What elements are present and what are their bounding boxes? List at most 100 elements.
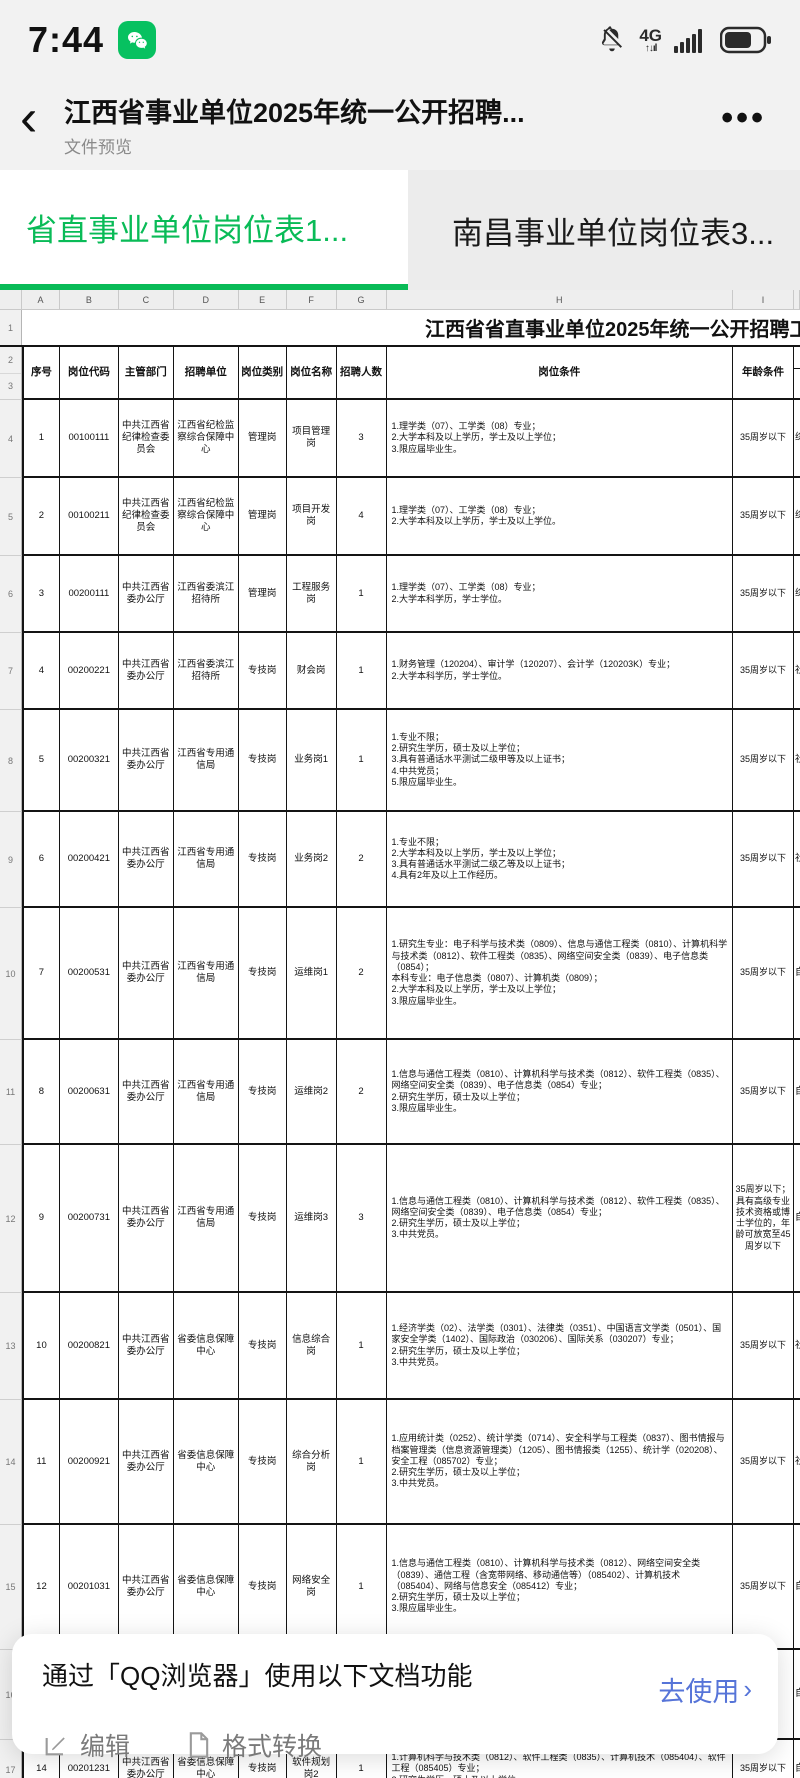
document-icon [186,1731,212,1759]
cell-age: 35周岁以下 [733,1293,794,1400]
row-number[interactable]: 9 [0,812,22,908]
cell-count: 2 [336,812,387,908]
row-number[interactable]: 8 [0,710,22,812]
cell-seq: 10 [21,1293,60,1400]
cell-unit: 省委信息保障中心 [173,1525,239,1650]
row-number[interactable]: 10 [0,908,22,1040]
col-letter[interactable]: E [239,290,287,309]
wechat-icon [118,21,157,59]
cell-dept: 中共江西省委办公厅 [118,556,174,633]
sheet-rows: 4 1 00100111 中共江西省纪律检查委员会 江西省纪检监察综合保障中心 … [0,400,800,1778]
cell-extra: 综 [793,556,800,633]
cell-conditions: 1.理学类（07）、工学类（08）专业； 2.大学本科及以上学历，学士及以上学位… [386,400,734,478]
cell-count: 3 [336,1145,387,1293]
header-name: 岗位名称 [286,347,337,400]
cell-unit: 江西省委滨江招待所 [173,556,239,633]
row-number[interactable]: 11 [0,1040,22,1145]
col-letter[interactable]: A [22,290,60,309]
cell-seq: 5 [21,710,60,812]
edit-button[interactable]: 编辑 [42,1727,130,1763]
more-menu-icon[interactable]: ••• [721,98,766,137]
col-letter[interactable]: I [733,290,794,309]
cell-conditions: 1.信息与通信工程类（0810）、计算机科学与技术类（0812）、软件工程类（0… [386,1145,734,1293]
row-number[interactable]: 17 [0,1740,22,1778]
format-convert-button[interactable]: 格式转换 [186,1727,322,1763]
cell-count: 2 [336,908,387,1040]
cell-count: 1 [336,1400,387,1525]
table-row: 9 6 00200421 中共江西省委办公厅 江西省专用通信局 专技岗 业务岗2… [0,812,800,908]
cell-category: 专技岗 [238,1145,287,1293]
row-number[interactable]: 4 [0,400,22,478]
cell-dept: 中共江西省委办公厅 [118,1293,174,1400]
cell-position-name: 运维岗3 [286,1145,337,1293]
row-number[interactable]: 2 3 [0,347,22,400]
cell-seq: 8 [21,1040,60,1145]
col-letter[interactable]: D [174,290,239,309]
back-icon[interactable]: ‹ [20,89,38,148]
cell-count: 1 [336,710,387,812]
tab-sheet-2[interactable]: 南昌事业单位岗位表3... [408,170,800,290]
col-letter[interactable]: F [287,290,337,309]
battery-icon [720,26,772,54]
cell-position-name: 业务岗2 [286,812,337,908]
cell-position-name: 业务岗1 [286,710,337,812]
row-number[interactable]: 6 [0,556,22,633]
table-header-row: 2 3 序号 岗位代码 主管部门 招聘单位 岗位类别 岗位名称 招聘人数 岗位条… [0,345,800,400]
cell-code: 00100211 [59,478,119,556]
col-letter[interactable]: C [119,290,174,309]
row-number[interactable]: 13 [0,1293,22,1400]
cell-age: 35周岁以下 [733,1040,794,1145]
col-letter[interactable]: B [60,290,119,309]
header-extra [793,347,800,400]
cell-extra: 自 [793,908,800,1040]
row-number[interactable]: 1 [0,310,22,345]
cell-unit: 江西省专用通信局 [173,1145,239,1293]
cell-conditions: 1.信息与通信工程类（0810）、计算机科学与技术类（0812）、网络空间安全类… [386,1525,734,1650]
cell-code: 00201231 [60,1740,119,1778]
row-number[interactable]: 5 [0,478,22,556]
cell-position-name: 信息综合岗 [286,1293,337,1400]
cell-dept: 中共江西省委办公厅 [118,1145,174,1293]
cell-category: 管理岗 [238,478,287,556]
cell-category: 专技岗 [238,1525,287,1650]
cell-dept: 中共江西省委办公厅 [118,812,174,908]
cell-seq: 2 [21,478,60,556]
cell-category: 管理岗 [238,556,287,633]
header-cond: 岗位条件 [386,347,734,400]
cell-dept: 中共江西省委办公厅 [118,710,174,812]
table-row: 15 12 00201031 中共江西省委办公厅 省委信息保障中心 专技岗 网络… [0,1525,800,1650]
table-row: 10 7 00200531 中共江西省委办公厅 江西省专用通信局 专技岗 运维岗… [0,908,800,1040]
go-use-button[interactable]: 去使用 › [658,1674,752,1707]
cell-code: 00200731 [59,1145,119,1293]
table-row: 14 11 00200921 中共江西省委办公厅 省委信息保障中心 专技岗 综合… [0,1400,800,1525]
column-letters-row: A B C D E F G H I [0,290,800,310]
cell-count: 3 [336,400,387,478]
clock: 7:44 [28,19,105,60]
cell-seq: 1 [21,400,60,478]
cell-position-name: 工程服务岗 [286,556,337,633]
cell-conditions: 1.财务管理（120204）、审计学（120207）、会计学（120203K）专… [386,633,734,710]
row-number[interactable]: 14 [0,1400,22,1525]
col-letter[interactable] [794,290,800,309]
cell-extra: 社 [793,710,800,812]
header-cat: 岗位类别 [238,347,287,400]
tab-sheet-1[interactable]: 省直事业单位岗位表1... [0,170,408,290]
col-letter[interactable]: G [337,290,387,309]
row-number[interactable]: 12 [0,1145,22,1293]
sheet-title-row: 1 江西省省直事业单位2025年统一公开招聘工作 [0,310,800,345]
row-number[interactable]: 15 [0,1525,22,1650]
cell-category: 专技岗 [238,1040,287,1145]
cell-position-name: 综合分析岗 [286,1400,337,1525]
cell-unit: 江西省专用通信局 [173,812,239,908]
col-letter[interactable]: H [387,290,734,309]
cell-extra: 社 [793,812,800,908]
cell-conditions: 1.专业不限； 2.研究生学历，硕士及以上学位； 3.具有普通话水平测试二级甲等… [386,710,734,812]
signal-bars-icon [674,26,708,54]
row-number[interactable]: 7 [0,633,22,710]
cell-count: 1 [336,556,387,633]
cell-extra: 社 [793,633,800,710]
sheet-tab-bar: 省直事业单位岗位表1... 南昌事业单位岗位表3... [0,170,800,290]
4g-network-icon: 4G ↑↓ıl [639,25,662,54]
sheet-corner [0,290,22,309]
cell-unit: 江西省委滨江招待所 [173,633,239,710]
